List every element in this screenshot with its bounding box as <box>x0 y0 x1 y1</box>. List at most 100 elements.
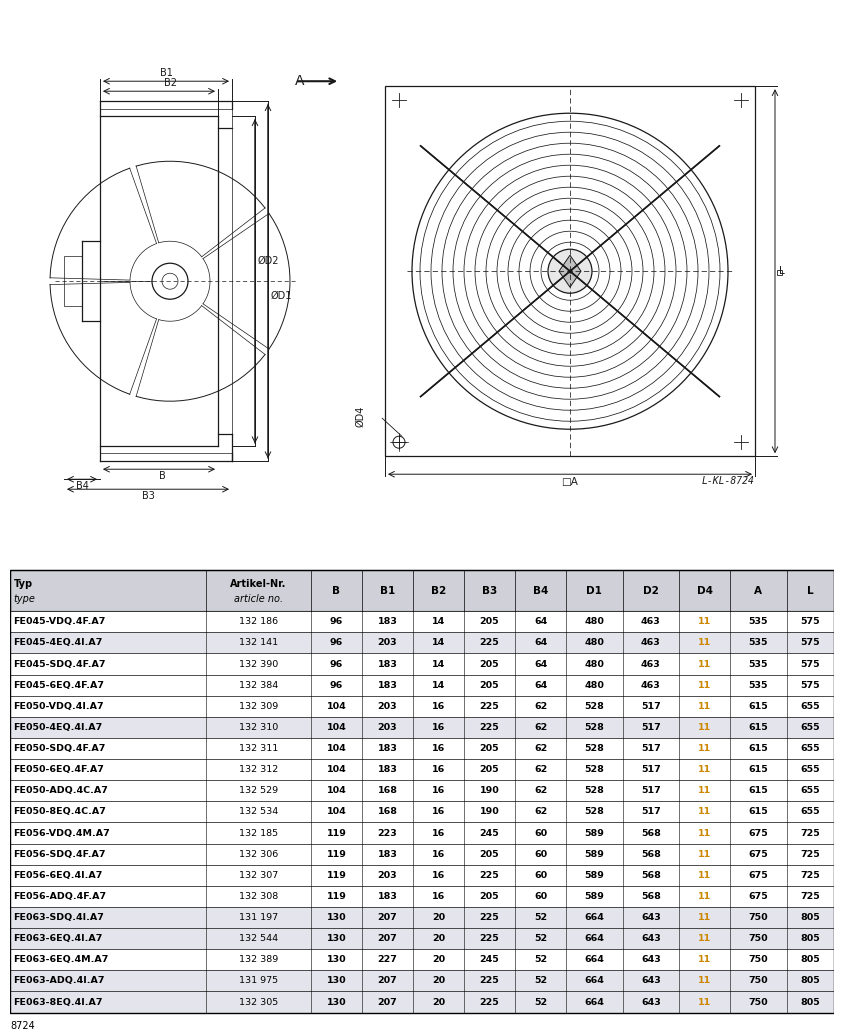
Text: 675: 675 <box>748 849 767 859</box>
Text: 14: 14 <box>431 681 445 689</box>
Text: B1: B1 <box>160 68 172 78</box>
Text: 568: 568 <box>640 829 660 838</box>
Text: 568: 568 <box>640 849 660 859</box>
Text: 62: 62 <box>533 807 547 816</box>
Circle shape <box>548 249 592 293</box>
Text: 132 308: 132 308 <box>239 892 278 901</box>
Text: 463: 463 <box>641 617 660 626</box>
Text: 11: 11 <box>697 892 711 901</box>
Text: 96: 96 <box>329 681 343 689</box>
Text: 643: 643 <box>641 913 660 922</box>
Text: 183: 183 <box>377 849 397 859</box>
Text: 132 307: 132 307 <box>239 871 278 880</box>
Text: 643: 643 <box>641 956 660 964</box>
Text: 225: 225 <box>479 934 499 943</box>
Text: 575: 575 <box>799 639 820 647</box>
Text: 16: 16 <box>431 765 445 774</box>
Text: FE056-SDQ.4F.A7: FE056-SDQ.4F.A7 <box>14 849 106 859</box>
Text: 62: 62 <box>533 702 547 711</box>
Text: 11: 11 <box>697 722 711 732</box>
Text: 183: 183 <box>377 892 397 901</box>
Text: 132 529: 132 529 <box>239 786 278 796</box>
Text: 132 309: 132 309 <box>239 702 278 711</box>
Text: 104: 104 <box>326 807 346 816</box>
Bar <box>10 802 833 823</box>
Text: FE050-4EQ.4I.A7: FE050-4EQ.4I.A7 <box>14 722 103 732</box>
Text: 225: 225 <box>479 871 499 880</box>
Text: 104: 104 <box>326 744 346 753</box>
Text: 131 975: 131 975 <box>239 976 278 986</box>
Bar <box>10 992 833 1012</box>
Text: 119: 119 <box>326 892 346 901</box>
Text: 11: 11 <box>697 807 711 816</box>
Text: 805: 805 <box>799 934 820 943</box>
Text: ØD2: ØD2 <box>257 256 279 266</box>
Text: FE045-4EQ.4I.A7: FE045-4EQ.4I.A7 <box>14 639 103 647</box>
Text: 615: 615 <box>748 765 767 774</box>
Text: 517: 517 <box>641 765 660 774</box>
Bar <box>10 717 833 738</box>
Text: 805: 805 <box>799 913 820 922</box>
Text: 589: 589 <box>584 871 603 880</box>
Text: FE056-6EQ.4I.A7: FE056-6EQ.4I.A7 <box>14 871 103 880</box>
Text: 615: 615 <box>748 722 767 732</box>
Text: 132 384: 132 384 <box>239 681 278 689</box>
Text: 104: 104 <box>326 765 346 774</box>
Text: FE050-8EQ.4C.A7: FE050-8EQ.4C.A7 <box>14 807 106 816</box>
Text: B: B <box>332 585 340 595</box>
Text: 725: 725 <box>799 892 820 901</box>
Text: 16: 16 <box>431 807 445 816</box>
Text: 615: 615 <box>748 786 767 796</box>
Bar <box>385 87 754 456</box>
Text: 132 305: 132 305 <box>239 998 278 1006</box>
Text: B2: B2 <box>164 78 176 88</box>
Text: 664: 664 <box>584 913 603 922</box>
Text: 11: 11 <box>697 744 711 753</box>
Text: 805: 805 <box>799 998 820 1006</box>
Bar <box>10 865 833 885</box>
Text: 52: 52 <box>533 913 546 922</box>
Text: 14: 14 <box>431 639 445 647</box>
Text: 463: 463 <box>641 639 660 647</box>
Text: 132 310: 132 310 <box>239 722 278 732</box>
Text: 528: 528 <box>584 807 603 816</box>
Text: 207: 207 <box>377 913 397 922</box>
Text: 52: 52 <box>533 956 546 964</box>
Text: 132 390: 132 390 <box>239 659 278 669</box>
Text: 207: 207 <box>377 934 397 943</box>
Text: 132 544: 132 544 <box>239 934 278 943</box>
Circle shape <box>152 263 187 299</box>
Text: B4: B4 <box>533 585 548 595</box>
Text: 8724: 8724 <box>10 1021 35 1031</box>
Text: 205: 205 <box>479 681 499 689</box>
Text: 132 141: 132 141 <box>239 639 278 647</box>
Text: 104: 104 <box>326 722 346 732</box>
Text: 183: 183 <box>377 744 397 753</box>
Text: 130: 130 <box>327 934 346 943</box>
Text: 16: 16 <box>431 829 445 838</box>
Text: 203: 203 <box>377 722 397 732</box>
Text: FE063-6EQ.4I.A7: FE063-6EQ.4I.A7 <box>14 934 103 943</box>
Text: 589: 589 <box>584 829 603 838</box>
Bar <box>10 780 833 802</box>
Text: 517: 517 <box>641 807 660 816</box>
Text: 750: 750 <box>748 956 767 964</box>
Text: 60: 60 <box>533 829 546 838</box>
Text: 11: 11 <box>697 639 711 647</box>
Text: 11: 11 <box>697 934 711 943</box>
Text: 225: 225 <box>479 722 499 732</box>
Text: 183: 183 <box>377 681 397 689</box>
Bar <box>10 611 833 633</box>
Text: 11: 11 <box>697 976 711 986</box>
Text: 205: 205 <box>479 659 499 669</box>
Text: 535: 535 <box>748 639 767 647</box>
Text: 20: 20 <box>431 976 445 986</box>
Text: 655: 655 <box>799 744 820 753</box>
Text: 64: 64 <box>533 681 547 689</box>
Text: FE045-SDQ.4F.A7: FE045-SDQ.4F.A7 <box>14 659 106 669</box>
Text: 11: 11 <box>697 659 711 669</box>
Text: L: L <box>806 585 813 595</box>
Text: 16: 16 <box>431 892 445 901</box>
Text: 16: 16 <box>431 871 445 880</box>
Text: 664: 664 <box>584 976 603 986</box>
